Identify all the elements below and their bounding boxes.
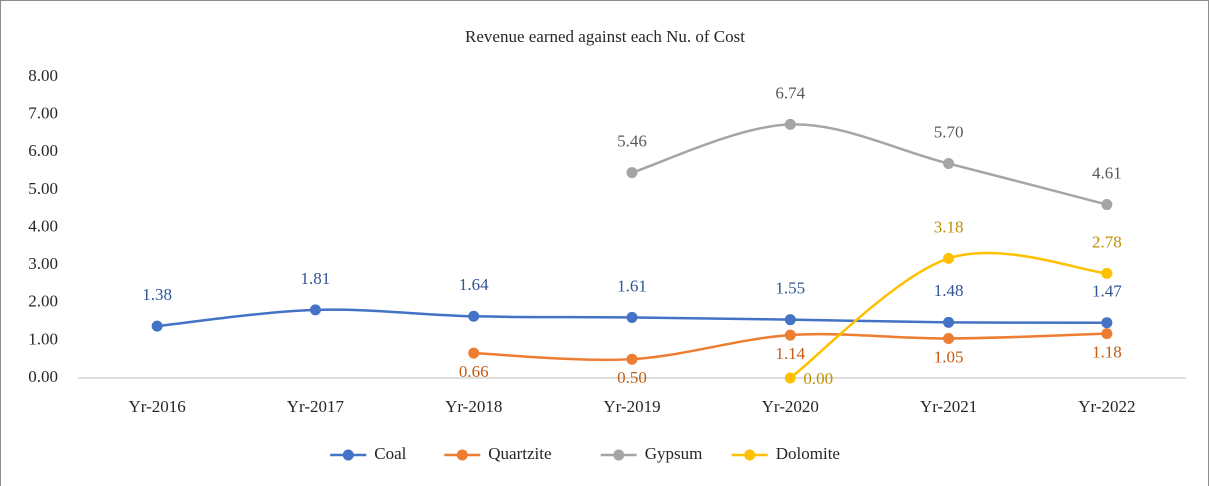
x-tick-label: Yr-2016 <box>129 397 186 416</box>
x-tick-label: Yr-2019 <box>603 397 660 416</box>
x-tick-label: Yr-2018 <box>445 397 502 416</box>
x-tick-label: Yr-2021 <box>920 397 977 416</box>
series-line <box>631 123 1108 206</box>
y-tick-label: 3.00 <box>28 254 58 273</box>
data-label: 1.38 <box>142 285 172 304</box>
data-label: 5.70 <box>934 122 964 141</box>
data-label: 0.00 <box>803 369 833 388</box>
x-tick-label: Yr-2017 <box>287 397 345 416</box>
data-label: 1.18 <box>1092 343 1122 362</box>
legend-label: Gypsum <box>645 444 703 463</box>
y-tick-label: 8.00 <box>28 66 58 85</box>
y-tick-label: 5.00 <box>28 179 58 198</box>
y-tick-label: 0.00 <box>28 367 58 386</box>
data-point <box>1101 267 1113 279</box>
data-point <box>943 252 955 264</box>
legend-label: Quartzite <box>488 444 551 463</box>
data-label: 1.05 <box>934 347 964 366</box>
data-point <box>943 316 955 328</box>
data-label: 3.18 <box>934 217 964 236</box>
data-label: 1.55 <box>775 279 805 298</box>
data-point <box>943 158 955 170</box>
data-point <box>151 320 163 332</box>
legend-label: Coal <box>374 444 406 463</box>
data-point <box>468 310 480 322</box>
data-point <box>1101 317 1113 329</box>
data-label: 1.47 <box>1092 282 1122 301</box>
legend-marker <box>613 449 625 461</box>
data-label: 0.50 <box>617 368 647 387</box>
chart-title: Revenue earned against each Nu. of Cost <box>465 27 745 46</box>
data-point <box>784 372 796 384</box>
data-label: 1.81 <box>301 269 331 288</box>
data-label: 0.66 <box>459 362 489 381</box>
data-label: 6.74 <box>775 83 805 102</box>
data-point <box>626 311 638 323</box>
y-tick-label: 7.00 <box>28 104 58 123</box>
y-tick-label: 4.00 <box>28 216 58 235</box>
data-point <box>784 314 796 326</box>
legend-marker <box>456 449 468 461</box>
data-point <box>943 332 955 344</box>
y-tick-label: 1.00 <box>28 329 58 348</box>
data-point <box>784 329 796 341</box>
data-point <box>626 353 638 365</box>
data-label: 1.14 <box>775 344 805 363</box>
data-point <box>626 167 638 179</box>
data-label: 1.64 <box>459 275 489 294</box>
y-tick-label: 2.00 <box>28 292 58 311</box>
data-label: 2.78 <box>1092 232 1122 251</box>
data-label: 1.48 <box>934 281 964 300</box>
data-label: 4.61 <box>1092 163 1122 182</box>
data-point <box>784 118 796 130</box>
data-point <box>1101 199 1113 211</box>
data-label: 1.61 <box>617 276 647 295</box>
data-point <box>1101 328 1113 340</box>
legend-marker <box>342 449 354 461</box>
legend-marker <box>744 449 756 461</box>
data-point <box>468 347 480 359</box>
y-tick-label: 6.00 <box>28 141 58 160</box>
x-tick-label: Yr-2020 <box>762 397 819 416</box>
x-tick-label: Yr-2022 <box>1078 397 1135 416</box>
data-label: 5.46 <box>617 131 647 150</box>
data-point <box>309 304 321 316</box>
legend-label: Dolomite <box>776 444 840 463</box>
